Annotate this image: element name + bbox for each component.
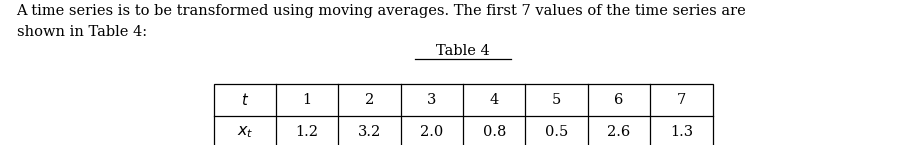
Text: 2.6: 2.6 <box>607 125 631 139</box>
Bar <box>214 84 713 145</box>
Text: 6: 6 <box>614 93 624 107</box>
Text: 3: 3 <box>427 93 436 107</box>
Text: 0.5: 0.5 <box>545 125 569 139</box>
Text: 5: 5 <box>552 93 561 107</box>
Text: 7: 7 <box>677 93 686 107</box>
Text: 2.0: 2.0 <box>420 125 444 139</box>
Text: 1.2: 1.2 <box>295 125 319 139</box>
Text: 1.3: 1.3 <box>669 125 693 139</box>
Text: 1: 1 <box>303 93 312 107</box>
Text: 4: 4 <box>490 93 499 107</box>
Text: $t$: $t$ <box>241 92 249 108</box>
Text: A time series is to be transformed using moving averages. The first 7 values of : A time series is to be transformed using… <box>17 4 746 18</box>
Text: shown in Table 4:: shown in Table 4: <box>17 4 147 39</box>
Text: 2: 2 <box>365 93 374 107</box>
Text: $x_t$: $x_t$ <box>237 123 253 141</box>
Text: Table 4: Table 4 <box>436 44 490 58</box>
Text: 3.2: 3.2 <box>358 125 381 139</box>
Text: 0.8: 0.8 <box>482 125 506 139</box>
